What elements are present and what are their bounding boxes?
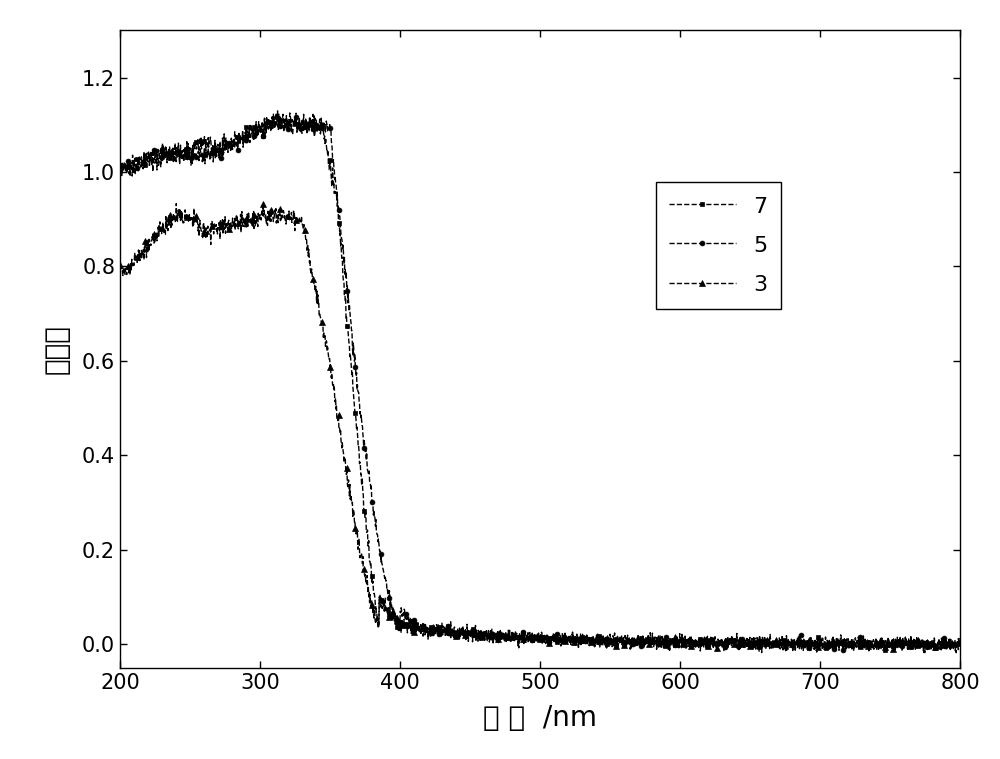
5 — [950, 648, 962, 657]
7 — [930, 643, 942, 652]
7 — [272, 106, 284, 115]
Line: 7: 7 — [118, 109, 962, 655]
Y-axis label: 吸光度: 吸光度 — [43, 324, 71, 374]
7 — [501, 633, 513, 642]
3 — [930, 638, 942, 647]
7 — [523, 631, 535, 641]
5 — [523, 632, 535, 641]
5 — [114, 162, 126, 171]
7 — [776, 643, 788, 652]
3 — [954, 641, 966, 650]
3 — [114, 260, 126, 269]
Line: 3: 3 — [117, 200, 963, 655]
3 — [157, 218, 169, 227]
3 — [170, 199, 182, 208]
3 — [756, 648, 768, 657]
Legend: 7, 5, 3: 7, 5, 3 — [656, 181, 781, 309]
5 — [954, 638, 966, 647]
5 — [776, 640, 788, 649]
3 — [930, 642, 942, 651]
5 — [284, 109, 296, 118]
7 — [919, 648, 931, 657]
5 — [157, 147, 169, 156]
3 — [776, 635, 788, 644]
7 — [954, 633, 966, 642]
5 — [930, 639, 942, 648]
3 — [523, 633, 535, 642]
Line: 5: 5 — [118, 111, 962, 655]
7 — [930, 646, 942, 655]
7 — [157, 146, 169, 155]
X-axis label: 波 长  /nm: 波 长 /nm — [483, 704, 597, 732]
3 — [501, 632, 513, 641]
5 — [501, 632, 513, 641]
7 — [114, 162, 126, 171]
5 — [930, 647, 942, 656]
